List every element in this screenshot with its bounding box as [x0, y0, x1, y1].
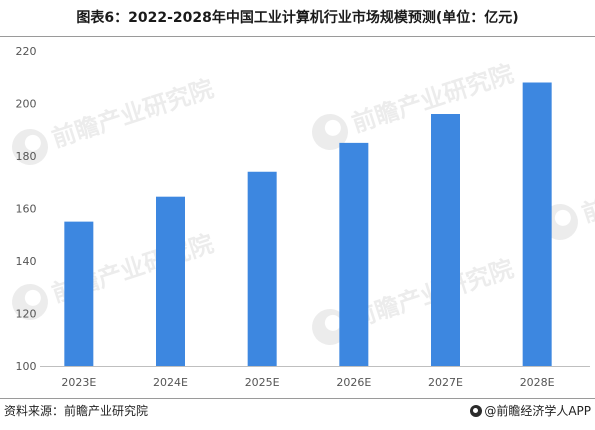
qianzhan-logo-icon — [470, 405, 483, 417]
brand-credit: @前瞻经济学人APP — [470, 401, 591, 421]
source-note: 资料来源：前瞻产业研究院 — [4, 404, 149, 418]
watermark: 前瞻产业研究院 — [12, 229, 217, 320]
title-divider — [0, 36, 595, 37]
watermark: 前瞻产业研究院 — [312, 254, 517, 345]
watermark: 前瞻产业研究院 — [312, 59, 517, 150]
x-axis-ticks: 2023E 2024E 2025E 2026E 2027E 2028E — [61, 376, 554, 389]
x-tick-label: 2025E — [245, 376, 280, 389]
watermark-layer: 前瞻产业研究院前瞻产业研究院前瞻产业研究院前瞻产业研究院前瞻产业研究院 — [12, 59, 595, 345]
watermark-text: 前瞻产业研究院 — [578, 149, 595, 228]
x-tick-label: 2026E — [336, 376, 371, 389]
x-tick-label: 2023E — [61, 376, 96, 389]
watermark-logo-icon — [12, 129, 48, 165]
watermark-logo-icon — [312, 114, 348, 150]
y-tick-label: 180 — [16, 150, 37, 163]
watermark: 前瞻产业研究院 — [12, 74, 217, 165]
watermark-logo-icon-inner — [324, 119, 341, 136]
watermark-logo-icon-inner — [24, 134, 41, 151]
bar-series — [64, 82, 552, 366]
x-tick-label: 2027E — [428, 376, 463, 389]
footer-divider — [0, 398, 595, 399]
bar-2028E — [522, 82, 552, 366]
y-axis-ticks: 100 120 140 160 180 200 220 — [16, 45, 37, 373]
brand-label: @前瞻经济学人APP — [484, 404, 591, 418]
watermark-logo-icon-inner — [324, 314, 341, 331]
y-tick-label: 100 — [16, 360, 37, 373]
y-tick-label: 220 — [16, 45, 37, 58]
y-tick-label: 120 — [16, 308, 37, 321]
chart-title: 图表6：2022-2028年中国工业计算机行业市场规模预测(单位：亿元) — [76, 10, 519, 26]
bar-2023E — [64, 221, 94, 366]
y-tick-label: 140 — [16, 255, 37, 268]
watermark-logo-icon-inner — [554, 209, 571, 226]
watermark-text: 前瞻产业研究院 — [48, 74, 216, 153]
y-tick-label: 160 — [16, 203, 37, 216]
x-tick-label: 2028E — [520, 376, 555, 389]
bar-2024E — [156, 196, 185, 366]
bar-2027E — [431, 114, 460, 366]
bar-2026E — [339, 142, 369, 366]
watermark-logo-icon — [312, 309, 348, 345]
watermark-logo-icon-inner — [24, 289, 41, 306]
bar-chart: 前瞻产业研究院前瞻产业研究院前瞻产业研究院前瞻产业研究院前瞻产业研究院 1001… — [12, 45, 595, 389]
y-tick-label: 200 — [16, 98, 37, 111]
watermark-logo-icon — [12, 284, 48, 320]
bar-2025E — [247, 171, 277, 366]
x-tick-label: 2024E — [153, 376, 188, 389]
